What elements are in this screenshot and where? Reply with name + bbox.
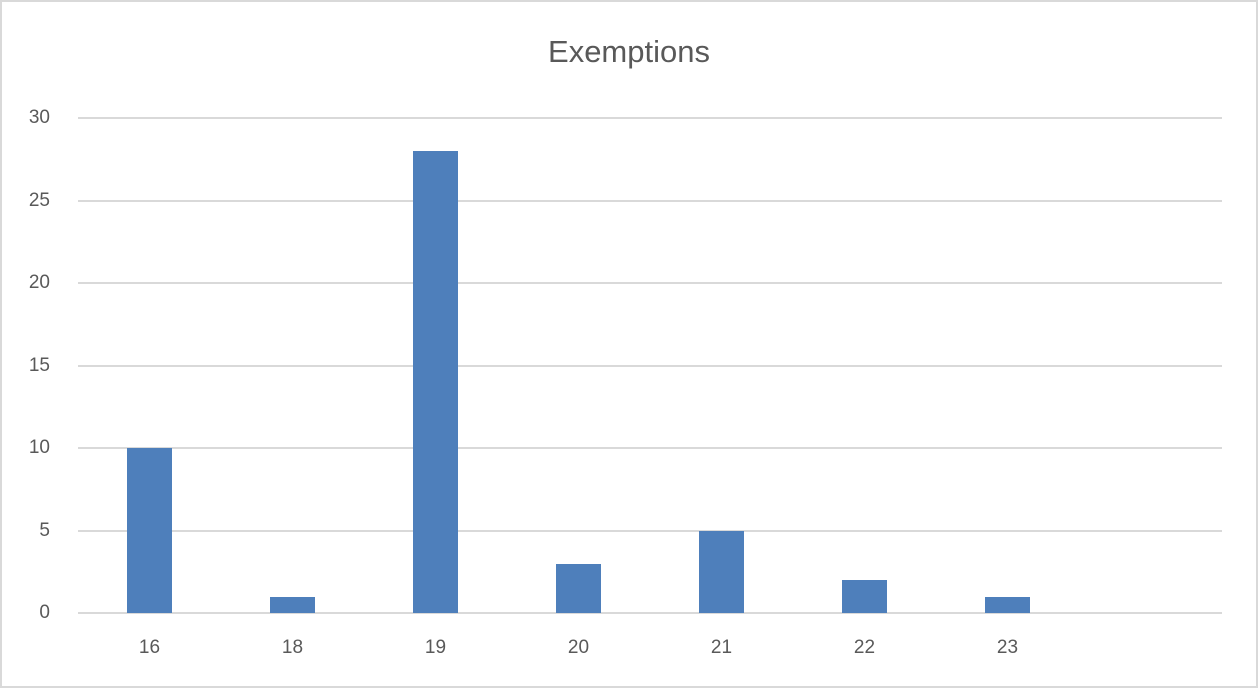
gridline [78,529,1222,532]
y-tick-label: 25 [28,189,50,211]
y-tick-label: 30 [28,107,50,128]
x-tick-label: 20 [567,637,590,658]
bar-21[interactable] [699,530,744,613]
bar-22[interactable] [842,580,887,613]
chart-title: Exemptions [548,34,710,69]
x-tick-label: 23 [996,637,1019,658]
x-tick-label: 16 [138,637,161,658]
bar-23[interactable] [985,596,1030,613]
gridline [78,364,1222,367]
gridline [78,612,1222,614]
gridline [78,117,1222,119]
gridline [78,447,1222,449]
y-tick-label: 20 [28,272,50,293]
x-tick-label: 19 [424,637,447,658]
x-tick-label: 21 [710,637,733,658]
y-tick-label: 10 [28,437,50,458]
x-tick-label: 18 [281,637,304,658]
bar-20[interactable] [556,563,601,613]
gridline [78,199,1222,202]
x-tick-label: 22 [853,637,876,658]
gridline [78,282,1222,284]
y-tick-label: 15 [28,354,50,376]
bar-19[interactable] [413,151,458,613]
bar-18[interactable] [270,596,315,613]
y-tick-label: 5 [39,519,50,541]
bar-16[interactable] [127,448,172,613]
y-tick-label: 0 [39,602,50,623]
